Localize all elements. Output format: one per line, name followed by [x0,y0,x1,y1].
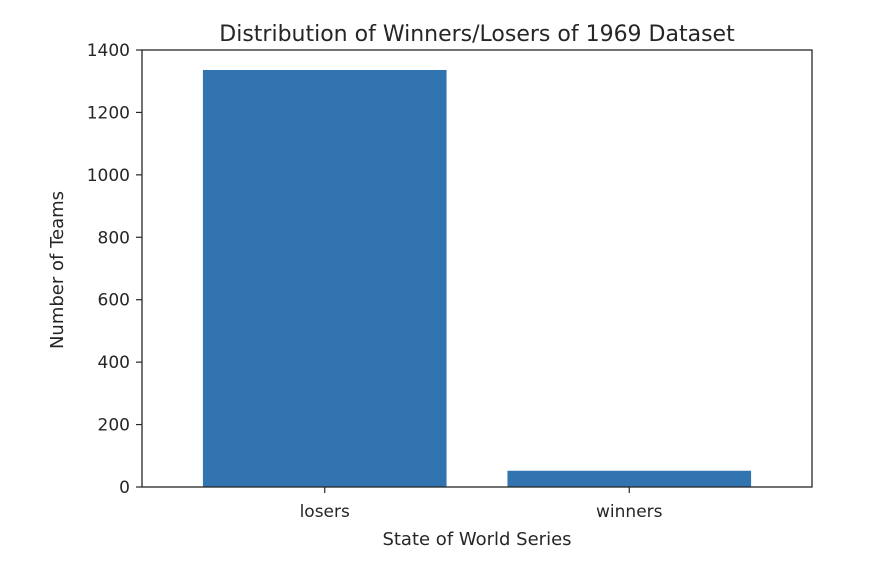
y-tick-label: 0 [119,478,130,498]
y-tick-label: 1200 [87,103,130,123]
y-tick-label: 1400 [87,41,130,61]
bar-winners [507,470,752,487]
x-tick-label-winners: winners [596,502,663,522]
bars-group [202,69,752,487]
y-tick-label: 1000 [87,166,130,186]
y-ticks-group: 0 200 400 600 800 1000 1200 1400 [87,41,142,498]
y-tick-label: 200 [98,416,130,436]
y-axis-label: Number of Teams [47,191,68,349]
x-ticks-group: losers winners [300,487,663,522]
y-tick-label: 400 [98,353,130,373]
y-tick-label: 600 [98,291,130,311]
x-tick-label-losers: losers [300,502,350,522]
chart-title: Distribution of Winners/Losers of 1969 D… [219,22,735,47]
x-axis-label: State of World Series [382,529,571,550]
y-tick-label: 800 [98,228,130,248]
axes-frame [141,49,813,488]
bar-losers [202,69,447,487]
